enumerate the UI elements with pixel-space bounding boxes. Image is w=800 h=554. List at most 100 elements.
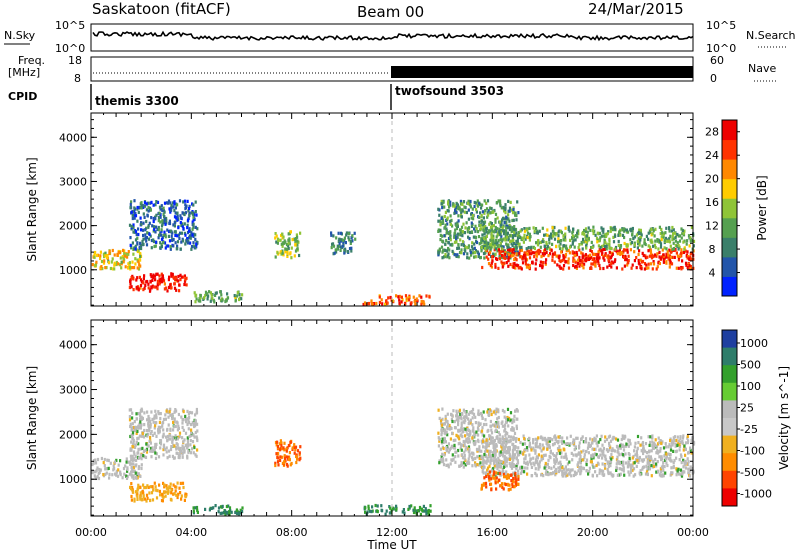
radar-cell [625, 258, 628, 262]
radar-cell [574, 238, 577, 242]
radar-cell [144, 233, 147, 237]
radar-cell [512, 218, 515, 222]
radar-cell [343, 236, 346, 240]
radar-cell [490, 246, 493, 250]
radar-cell [478, 215, 481, 219]
radar-cell [154, 451, 157, 455]
radar-cell [132, 223, 135, 227]
radar-cell [178, 435, 181, 439]
radar-cell [168, 485, 171, 489]
radar-cell [504, 427, 507, 431]
radar-cell [508, 206, 512, 210]
radar-cell [119, 251, 122, 255]
radar-cell [544, 260, 547, 265]
radar-cell [500, 482, 504, 486]
radar-cell [647, 231, 650, 235]
radar-cell [136, 429, 139, 433]
radar-cell [439, 221, 442, 225]
radar-cell [681, 232, 684, 236]
radar-cell [144, 228, 147, 232]
radar-cell [661, 473, 664, 477]
radar-cell [128, 460, 131, 464]
radar-cell [551, 452, 554, 456]
radar-cell [122, 466, 126, 471]
radar-cell [523, 236, 526, 240]
radar-cell [412, 510, 416, 514]
radar-cell [484, 247, 487, 251]
radar-cell [129, 206, 132, 210]
radar-cell [92, 459, 96, 463]
radar-cell [467, 201, 470, 206]
radar-cell [638, 249, 641, 253]
radar-cell [658, 440, 661, 444]
radar-cell [169, 247, 172, 251]
radar-cell [458, 416, 461, 420]
radar-cell [616, 459, 619, 463]
radar-cell [590, 441, 593, 445]
radar-cell [509, 435, 512, 439]
radar-cell [615, 468, 618, 472]
radar-cell [650, 227, 653, 231]
radar-cell [132, 230, 135, 234]
radar-cell [536, 231, 539, 235]
radar-cell [167, 423, 170, 427]
radar-cell [345, 233, 348, 237]
radar-cell [659, 439, 663, 443]
radar-cell [598, 471, 601, 475]
radar-cell [602, 256, 605, 260]
radar-cell [516, 462, 519, 467]
radar-cell [480, 219, 483, 223]
radar-cell [278, 442, 281, 446]
radar-cell [480, 241, 483, 245]
radar-cell [445, 458, 448, 462]
radar-cell [657, 247, 660, 251]
radar-cell [476, 199, 479, 203]
radar-cell [281, 232, 284, 236]
radar-cell [143, 455, 146, 459]
radar-cell [598, 468, 601, 472]
radar-cell [143, 423, 146, 427]
radar-cell [450, 426, 453, 431]
radar-cell [642, 451, 645, 456]
radar-cell [348, 238, 351, 242]
radar-cell [132, 438, 135, 443]
radar-cell [153, 431, 156, 435]
radar-cell [203, 296, 206, 300]
radar-cell [675, 456, 678, 460]
radar-cell [689, 236, 692, 240]
radar-cell [466, 246, 469, 250]
radar-cell [558, 451, 561, 455]
radar-cell [174, 206, 177, 210]
radar-cell [477, 428, 480, 432]
radar-cell [506, 248, 509, 252]
radar-cell [148, 221, 151, 225]
radar-cell [664, 442, 667, 446]
y-tick-label: 2000 [59, 428, 87, 441]
radar-cell [495, 487, 498, 491]
radar-cell [649, 239, 652, 243]
radar-cell [597, 253, 600, 257]
radar-cell [518, 234, 521, 238]
radar-cell [288, 457, 291, 461]
radar-cell [136, 241, 139, 245]
radar-cell [473, 431, 476, 435]
radar-cell [528, 266, 531, 270]
radar-cell [692, 440, 696, 444]
radar-cell [515, 258, 518, 262]
radar-cell [456, 222, 459, 226]
radar-cell [277, 456, 280, 460]
radar-cell [515, 426, 518, 431]
radar-cell [467, 235, 470, 239]
radar-cell [155, 272, 158, 276]
radar-cell [604, 458, 608, 462]
radar-cell [177, 412, 180, 417]
radar-cell [664, 236, 668, 240]
radar-cell [147, 209, 150, 213]
radar-cell [602, 227, 605, 231]
radar-cell [91, 263, 94, 267]
radar-cell [649, 440, 652, 444]
radar-cell [173, 444, 176, 448]
radar-cell [489, 474, 492, 478]
radar-cell [460, 417, 463, 421]
radar-cell [188, 227, 191, 231]
